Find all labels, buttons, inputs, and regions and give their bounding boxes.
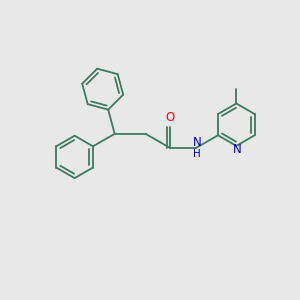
Text: N: N xyxy=(233,143,242,156)
Text: H: H xyxy=(193,149,201,159)
Text: N: N xyxy=(193,136,202,149)
Text: O: O xyxy=(165,111,174,124)
